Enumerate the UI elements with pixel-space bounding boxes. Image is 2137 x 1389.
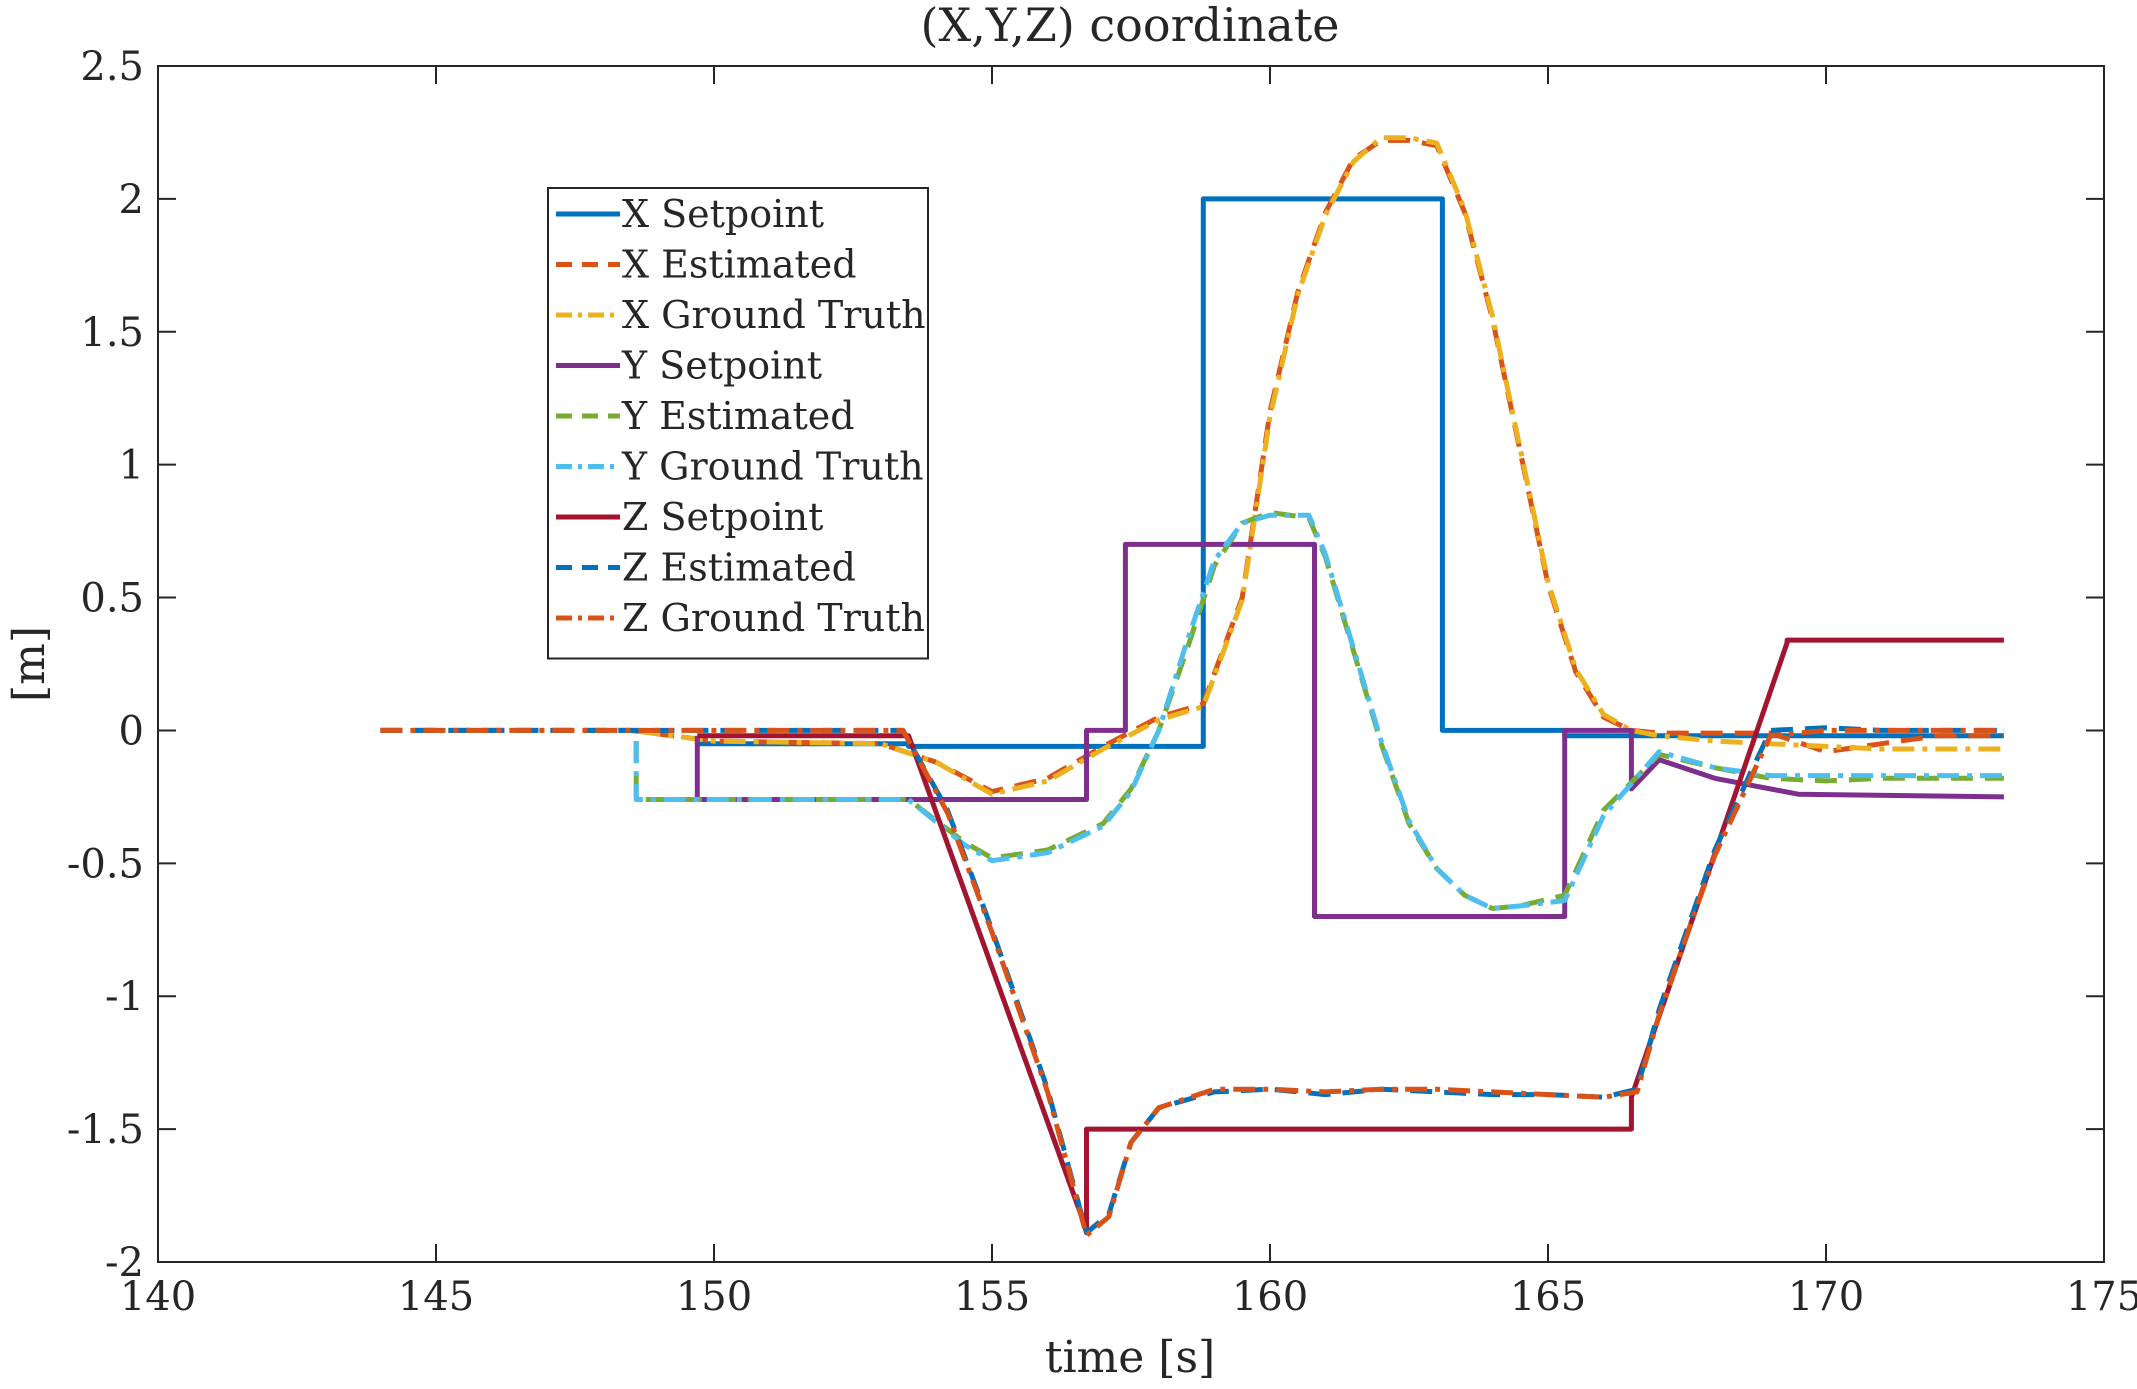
legend-label: X Setpoint bbox=[622, 192, 824, 236]
y-tick-label: 1 bbox=[119, 443, 144, 489]
y-tick-label: 0.5 bbox=[80, 576, 144, 622]
x-tick-label: 140 bbox=[120, 1274, 196, 1320]
series-line-y-setpoint bbox=[694, 541, 2004, 919]
legend-label: Y Setpoint bbox=[621, 344, 822, 388]
legend-label: Y Estimated bbox=[621, 394, 855, 438]
legend-label: Z Setpoint bbox=[622, 495, 823, 539]
x-axis-title: time [s] bbox=[1045, 1332, 1215, 1383]
legend-label: X Ground Truth bbox=[622, 293, 926, 337]
legend-label: X Estimated bbox=[622, 243, 857, 287]
legend-label: Z Estimated bbox=[622, 546, 856, 590]
x-tick-label: 165 bbox=[1510, 1274, 1586, 1320]
series-lines bbox=[380, 135, 2004, 1238]
y-tick-label: -0.5 bbox=[67, 841, 144, 887]
y-tick-label: 2.5 bbox=[80, 44, 144, 90]
series-line-x-estimated bbox=[380, 137, 2004, 795]
x-tick-label: 175 bbox=[2066, 1274, 2137, 1320]
chart-title: (X,Y,Z) coordinate bbox=[921, 0, 1340, 52]
y-tick-label: -1.5 bbox=[67, 1107, 144, 1153]
x-tick-label: 160 bbox=[1232, 1274, 1308, 1320]
legend-label: Z Ground Truth bbox=[622, 596, 925, 640]
x-tick-label: 145 bbox=[398, 1274, 474, 1320]
series-line-z-setpoint bbox=[697, 637, 2004, 1233]
y-tick-label: 2 bbox=[119, 177, 144, 223]
axis-ticks: 140 145 150 155 160 165 170 175 -2 -1.5 -1 -0.5 0 0.5… bbox=[67, 44, 2137, 1320]
y-tick-label: -1 bbox=[105, 974, 144, 1020]
series-line-y-ground-truth bbox=[633, 512, 2004, 911]
legend-label: Y Ground Truth bbox=[621, 445, 924, 489]
x-tick-label: 170 bbox=[1788, 1274, 1864, 1320]
x-tick-label: 155 bbox=[954, 1274, 1030, 1320]
series-line-x-setpoint bbox=[697, 196, 2004, 749]
y-axis-title: [m] bbox=[4, 626, 55, 702]
series-line-z-ground-truth bbox=[380, 727, 2004, 1238]
y-tick-label: 1.5 bbox=[80, 310, 144, 356]
legend: X Setpoint X Estimated X Ground Truth Y Set… bbox=[547, 187, 929, 660]
y-tick-label: 0 bbox=[119, 708, 144, 754]
series-line-x-ground-truth bbox=[380, 135, 2004, 797]
y-tick-label: -2 bbox=[105, 1240, 144, 1286]
x-tick-label: 150 bbox=[676, 1274, 752, 1320]
plot-area-frame bbox=[157, 65, 2105, 1263]
